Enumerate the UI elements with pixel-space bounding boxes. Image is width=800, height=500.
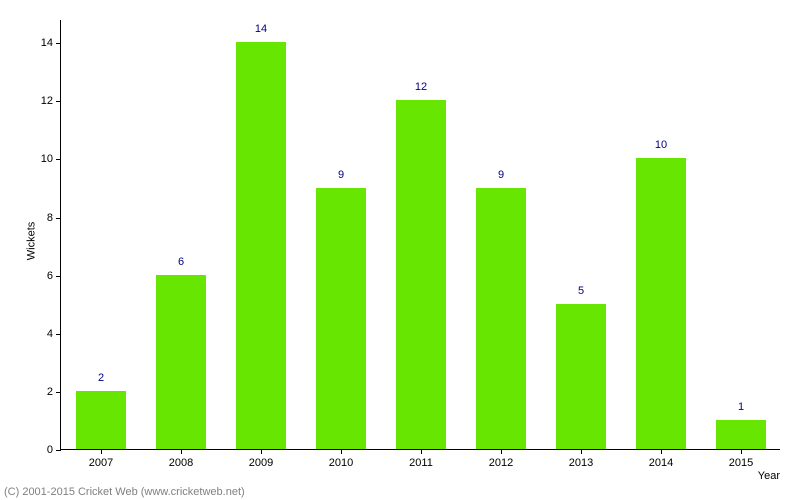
- bar-value-label: 2: [98, 372, 104, 384]
- x-tick-label: 2009: [249, 457, 273, 469]
- x-tick: [421, 449, 422, 454]
- x-axis-title: Year: [758, 470, 780, 482]
- bar: [316, 188, 366, 449]
- chart-container: 0 2 4 6 8 10 12 14 2007 2 2008 6 2009 14 2010 9 2011 12 20…: [0, 0, 800, 500]
- y-tick-label: 4: [47, 328, 53, 340]
- y-tick-label: 14: [41, 37, 53, 49]
- y-tick: [56, 101, 61, 102]
- bar: [396, 100, 446, 449]
- plot-area: 0246810121420072200862009142010920111220…: [60, 20, 780, 450]
- x-tick-label: 2015: [729, 457, 753, 469]
- bar-value-label: 10: [655, 139, 667, 151]
- x-tick: [661, 449, 662, 454]
- x-tick: [341, 449, 342, 454]
- x-tick: [101, 449, 102, 454]
- y-tick: [56, 276, 61, 277]
- x-tick: [261, 449, 262, 454]
- bar-value-label: 14: [255, 23, 267, 35]
- x-tick-label: 2008: [169, 457, 193, 469]
- bar-value-label: 12: [415, 81, 427, 93]
- x-tick: [181, 449, 182, 454]
- x-tick-label: 2010: [329, 457, 353, 469]
- y-axis-title: Wickets: [25, 222, 37, 261]
- x-tick-label: 2011: [409, 457, 433, 469]
- bar: [636, 158, 686, 449]
- y-tick-label: 0: [47, 444, 53, 456]
- y-tick-label: 6: [47, 270, 53, 282]
- bar: [476, 188, 526, 449]
- y-tick: [56, 43, 61, 44]
- y-tick-label: 10: [41, 153, 53, 165]
- x-tick: [581, 449, 582, 454]
- y-tick-label: 2: [47, 386, 53, 398]
- y-tick: [56, 334, 61, 335]
- bar-value-label: 9: [498, 169, 504, 181]
- bar-value-label: 1: [738, 401, 744, 413]
- bar-value-label: 9: [338, 169, 344, 181]
- x-tick-label: 2007: [89, 457, 113, 469]
- x-tick-label: 2012: [489, 457, 513, 469]
- bar: [716, 420, 766, 449]
- y-tick: [56, 392, 61, 393]
- bar: [556, 304, 606, 449]
- y-tick-label: 12: [41, 95, 53, 107]
- bar-value-label: 6: [178, 256, 184, 268]
- y-tick: [56, 450, 61, 451]
- y-tick: [56, 159, 61, 160]
- copyright-text: (C) 2001-2015 Cricket Web (www.cricketwe…: [4, 486, 245, 498]
- bar: [76, 391, 126, 449]
- y-tick: [56, 218, 61, 219]
- x-tick-label: 2014: [649, 457, 673, 469]
- y-tick-label: 8: [47, 212, 53, 224]
- bar: [156, 275, 206, 449]
- x-tick: [501, 449, 502, 454]
- x-tick-label: 2013: [569, 457, 593, 469]
- bar-value-label: 5: [578, 285, 584, 297]
- x-tick: [741, 449, 742, 454]
- bar: [236, 42, 286, 449]
